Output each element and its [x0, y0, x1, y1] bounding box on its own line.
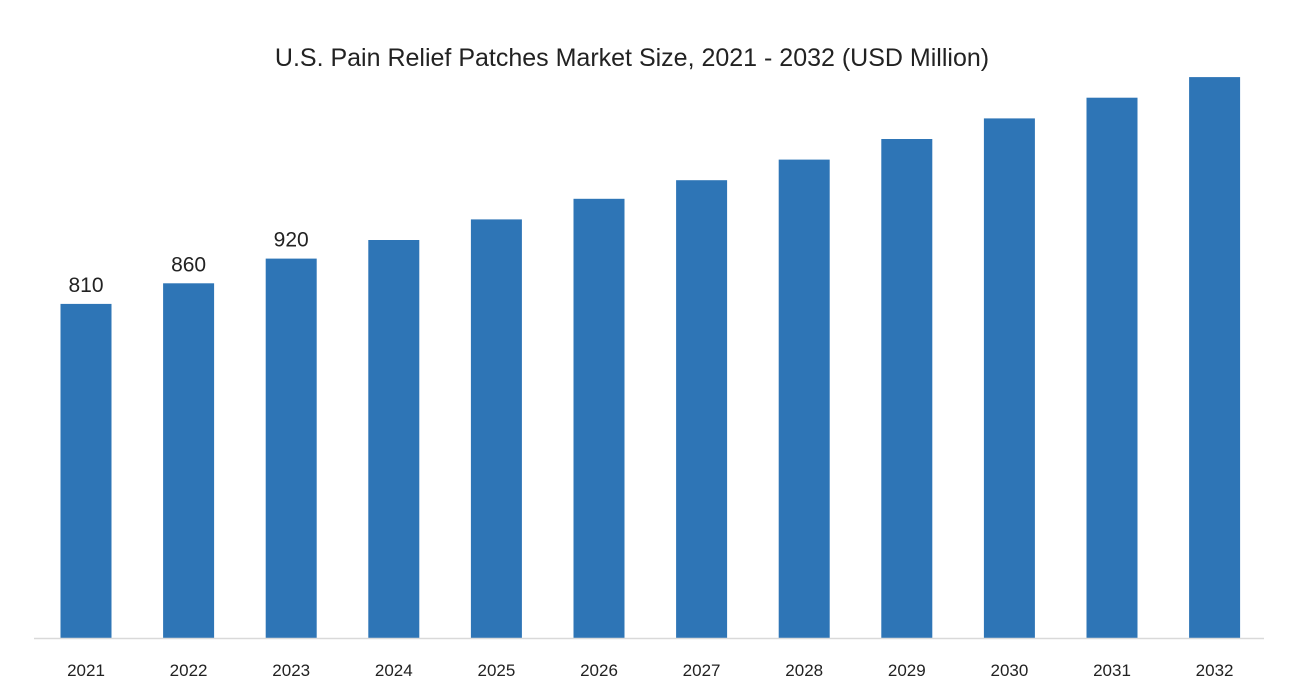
bar-2029	[881, 139, 933, 638]
bar-2030	[983, 118, 1035, 638]
x-tick-label-2024: 2024	[375, 661, 413, 680]
x-tick-label-2030: 2030	[990, 661, 1028, 680]
bar-2021	[60, 303, 112, 638]
bar-2026	[573, 198, 625, 639]
x-tick-labels-group: 2021 2022 2023 2024 2025 2026 2027 2028 2029 2030…	[67, 661, 1233, 680]
data-label-2023: 920	[274, 229, 309, 252]
bar-2032	[1189, 77, 1241, 639]
data-labels-group: 810 860 920	[68, 229, 308, 297]
x-tick-label-2031: 2031	[1093, 661, 1131, 680]
bar-2031	[1086, 97, 1138, 638]
x-tick-label-2029: 2029	[888, 661, 926, 680]
x-tick-label-2032: 2032	[1196, 661, 1234, 680]
bar-2022	[163, 283, 215, 638]
data-label-2021: 810	[68, 274, 103, 297]
bar-2028	[778, 159, 830, 638]
x-tick-label-2023: 2023	[272, 661, 310, 680]
chart-title: U.S. Pain Relief Patches Market Size, 20…	[274, 44, 990, 72]
bar-2027	[676, 180, 728, 638]
data-label-2022: 860	[171, 253, 206, 276]
x-tick-label-2021: 2021	[67, 661, 105, 680]
x-tick-label-2025: 2025	[477, 661, 515, 680]
x-tick-label-2022: 2022	[170, 661, 208, 680]
bar-2025	[470, 219, 522, 638]
bars-group	[60, 77, 1241, 639]
bar-2023	[265, 258, 317, 638]
x-tick-label-2027: 2027	[683, 661, 721, 680]
x-tick-label-2028: 2028	[785, 661, 823, 680]
bar-2024	[368, 240, 420, 638]
x-tick-label-2026: 2026	[580, 661, 618, 680]
